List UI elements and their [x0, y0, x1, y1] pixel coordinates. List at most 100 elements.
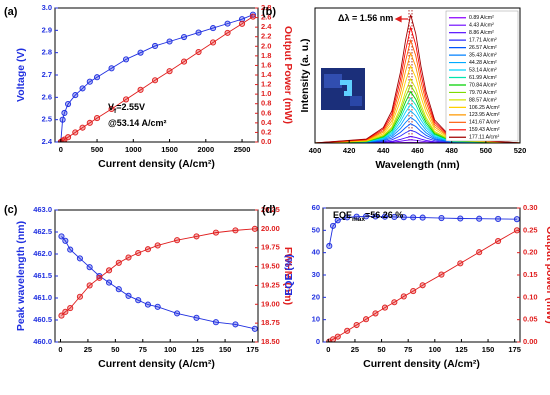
annotation: Δλ = 1.56 nm	[338, 13, 393, 23]
data-point	[438, 271, 445, 278]
series-line	[315, 110, 520, 143]
plot-series	[315, 14, 520, 143]
data-point	[334, 217, 341, 224]
data-point	[193, 233, 200, 240]
data-point	[209, 25, 217, 32]
data-point	[180, 58, 188, 65]
y2-tick-label: 18.75	[261, 318, 280, 327]
x-tick-label: 2000	[197, 145, 214, 154]
series-line	[329, 229, 518, 342]
data-point	[125, 292, 132, 299]
data-point	[438, 214, 445, 222]
data-point	[344, 214, 351, 221]
data-point	[249, 13, 256, 20]
data-point	[94, 115, 101, 122]
data-point	[238, 20, 246, 27]
data-point	[72, 92, 79, 99]
panel-label: (b)	[262, 6, 276, 18]
data-point	[144, 246, 151, 253]
data-point	[151, 42, 159, 50]
data-point	[174, 310, 181, 317]
annotation-text: @53.14 A/cm²	[108, 118, 166, 128]
y2-tick-label: 0.6	[261, 108, 271, 117]
data-point	[65, 100, 72, 108]
data-point	[154, 303, 161, 310]
data-point	[334, 333, 341, 340]
y2-tick-label: 0.0	[261, 137, 271, 146]
series-line	[315, 103, 520, 143]
data-point	[400, 293, 407, 300]
data-point	[106, 279, 113, 286]
x-tick-label: 420	[343, 146, 356, 155]
y-tick-label: 20	[312, 292, 320, 301]
y2-tick-label: 18.50	[261, 337, 280, 346]
y2-tick-label: 1.8	[261, 51, 271, 60]
data-point	[96, 274, 103, 281]
data-point	[59, 116, 66, 123]
data-point	[195, 29, 202, 36]
data-point	[67, 305, 74, 312]
series-line	[315, 84, 520, 143]
data-point	[476, 215, 483, 222]
x-tick-label: 2500	[234, 145, 251, 154]
y-tick-label: 2.8	[42, 48, 52, 57]
x-tick-label: 50	[111, 345, 119, 354]
y2-tick-label: 19.75	[261, 243, 280, 252]
data-point	[513, 216, 520, 223]
data-point	[381, 304, 388, 311]
data-point	[457, 260, 464, 267]
data-point	[61, 109, 68, 117]
data-point	[329, 222, 337, 229]
x-tick-label: 500	[480, 146, 493, 155]
data-point	[58, 312, 65, 319]
data-point	[62, 237, 69, 244]
data-point	[86, 264, 93, 271]
annotation-text: EQE	[333, 210, 352, 220]
data-point	[344, 327, 351, 334]
data-point	[135, 297, 142, 304]
y-tick-label: 2.9	[42, 25, 52, 34]
x-tick-label: 125	[191, 345, 204, 354]
data-point	[224, 20, 231, 27]
x-tick-label: 1000	[125, 145, 142, 154]
x-tick-label: 150	[219, 345, 232, 354]
data-point	[151, 77, 159, 84]
data-point	[457, 215, 464, 222]
data-point	[135, 249, 142, 257]
y-tick-label: 461.0	[33, 293, 52, 302]
data-point	[137, 86, 144, 93]
legend-label: 61.99 A/cm²	[469, 75, 497, 81]
data-point	[209, 39, 217, 46]
series-line	[61, 228, 255, 316]
data-point	[391, 299, 398, 306]
data-point	[400, 214, 407, 221]
y2-tick-label: 20.00	[261, 224, 280, 233]
series-line	[315, 77, 520, 143]
data-point	[62, 308, 69, 315]
x-tick-label: 1500	[161, 145, 178, 154]
y2-tick-label: 0.30	[523, 203, 538, 212]
data-point	[419, 214, 426, 221]
y2-axis-label: Output Power (mW)	[282, 26, 294, 124]
data-point	[144, 301, 151, 308]
data-point	[108, 65, 115, 72]
x-axis-label: Current density (A/cm²)	[98, 358, 215, 370]
x-tick-label: 520	[514, 146, 527, 155]
data-point	[86, 282, 93, 289]
plot-series	[57, 11, 256, 142]
y2-tick-label: 19.00	[261, 299, 280, 308]
series-line	[315, 97, 520, 143]
data-point	[410, 288, 417, 295]
x-tick-label: 25	[84, 345, 92, 354]
y-tick-label: 0	[316, 337, 320, 346]
data-point	[79, 124, 86, 131]
data-point	[195, 48, 202, 56]
legend-label: 79.70 A/cm²	[469, 90, 497, 96]
legend-label: 26.57 A/cm²	[469, 45, 497, 51]
legend-label: 4.43 A/cm²	[469, 23, 494, 29]
inset-pad	[324, 74, 342, 88]
inset-pad	[350, 96, 362, 106]
inset-led	[340, 80, 352, 96]
series-line	[60, 16, 254, 142]
data-point	[372, 213, 379, 220]
